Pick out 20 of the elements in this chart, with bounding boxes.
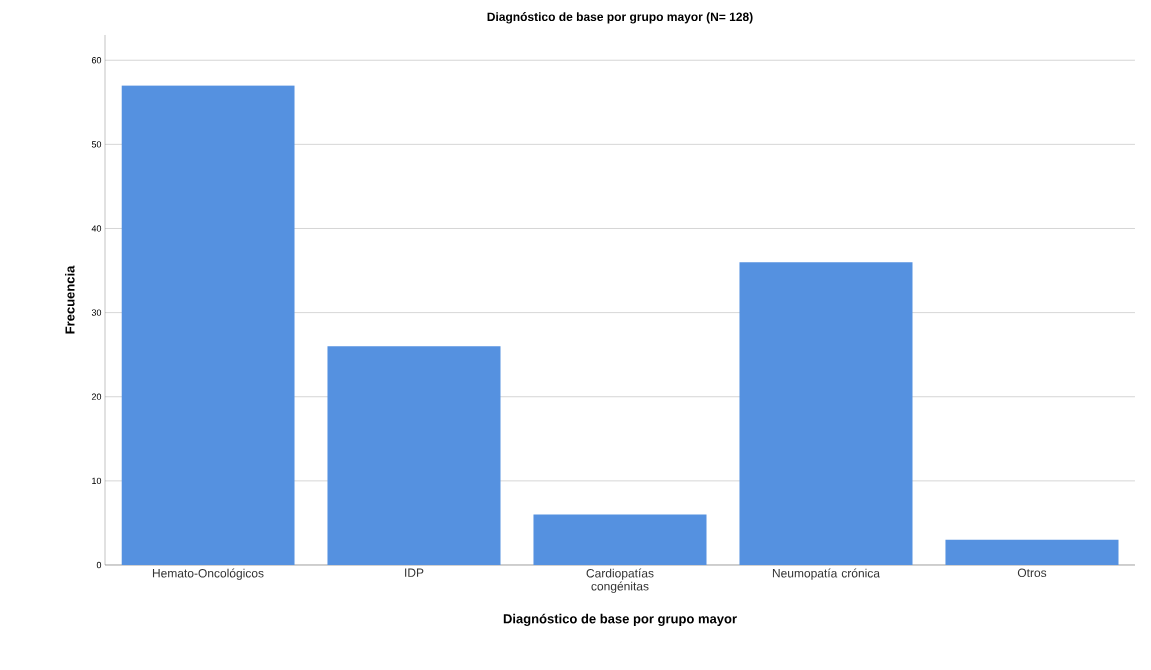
x-tick-label: Otros bbox=[1017, 568, 1047, 578]
x-tick-label: Hemato-Oncológicos bbox=[152, 568, 264, 580]
y-tick-label: 20 bbox=[91, 393, 102, 400]
bar bbox=[121, 85, 295, 565]
x-axis-title: Diagnóstico de base por grupo mayor bbox=[503, 613, 737, 627]
x-tick-label: Neumopatía crónica bbox=[772, 568, 880, 580]
chart-title: Diagnóstico de base por grupo mayor (N= 128) bbox=[487, 12, 753, 24]
bar bbox=[533, 514, 707, 565]
y-tick-label: 0 bbox=[96, 561, 102, 569]
y-tick-label: 10 bbox=[92, 477, 102, 485]
x-tick-label: Cardiopatías congénitas bbox=[586, 568, 654, 593]
bar bbox=[327, 346, 501, 565]
y-tick-label: 60 bbox=[91, 57, 102, 64]
bar bbox=[945, 539, 1119, 565]
y-axis-title: Frecuencia bbox=[65, 265, 75, 334]
y-tick-label: 40 bbox=[91, 225, 102, 232]
y-tick-label: 50 bbox=[91, 141, 102, 148]
bar bbox=[739, 262, 913, 565]
x-tick-label: IDP bbox=[405, 568, 424, 577]
y-tick-label: 30 bbox=[91, 309, 102, 316]
